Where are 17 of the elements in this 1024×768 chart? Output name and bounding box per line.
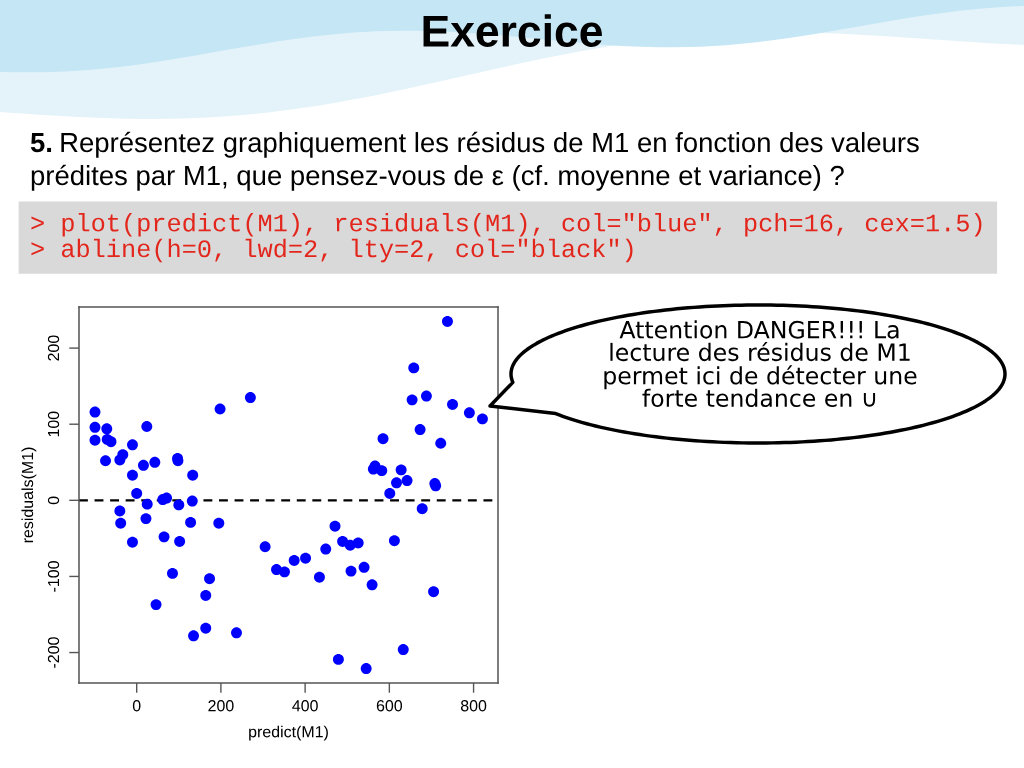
x-axis-title: predict(M1) (249, 725, 328, 741)
chart-subtitle: 5. Représentez graphiquement les résidus de M1 en fonction des valeurs prédites par M1, que pensez-vous de ε (cf. moyenne et variance) ? (30, 131, 919, 191)
x-tick-label: 600 (376, 700, 403, 712)
y-tick-label: 0 (47, 496, 60, 505)
y-axis-title: residuals(M1) (21, 447, 37, 543)
text: > plot(predict(M1), residuals(M1), col="blue", pch=16, cex=1.5) (31, 213, 982, 237)
y-tick-label: 100 (47, 411, 60, 437)
y-tick-label: -200 (47, 637, 60, 668)
chart-title: Exercice (423, 14, 602, 47)
y-tick-label: 200 (47, 335, 60, 361)
x-tick-label: 400 (292, 700, 318, 712)
x-tick-label: 200 (208, 700, 234, 712)
text: > abline(h=0, lwd=2, lty=2, col="black") (31, 238, 633, 263)
y-tick-label: -100 (47, 561, 60, 592)
text: Attention DANGER!!! La lecture des résidus de M1 permet ici de détecter une forte tendance en ∪ (604, 320, 917, 408)
x-tick-label: 800 (460, 700, 487, 712)
x-tick-label: 0 (132, 700, 141, 712)
